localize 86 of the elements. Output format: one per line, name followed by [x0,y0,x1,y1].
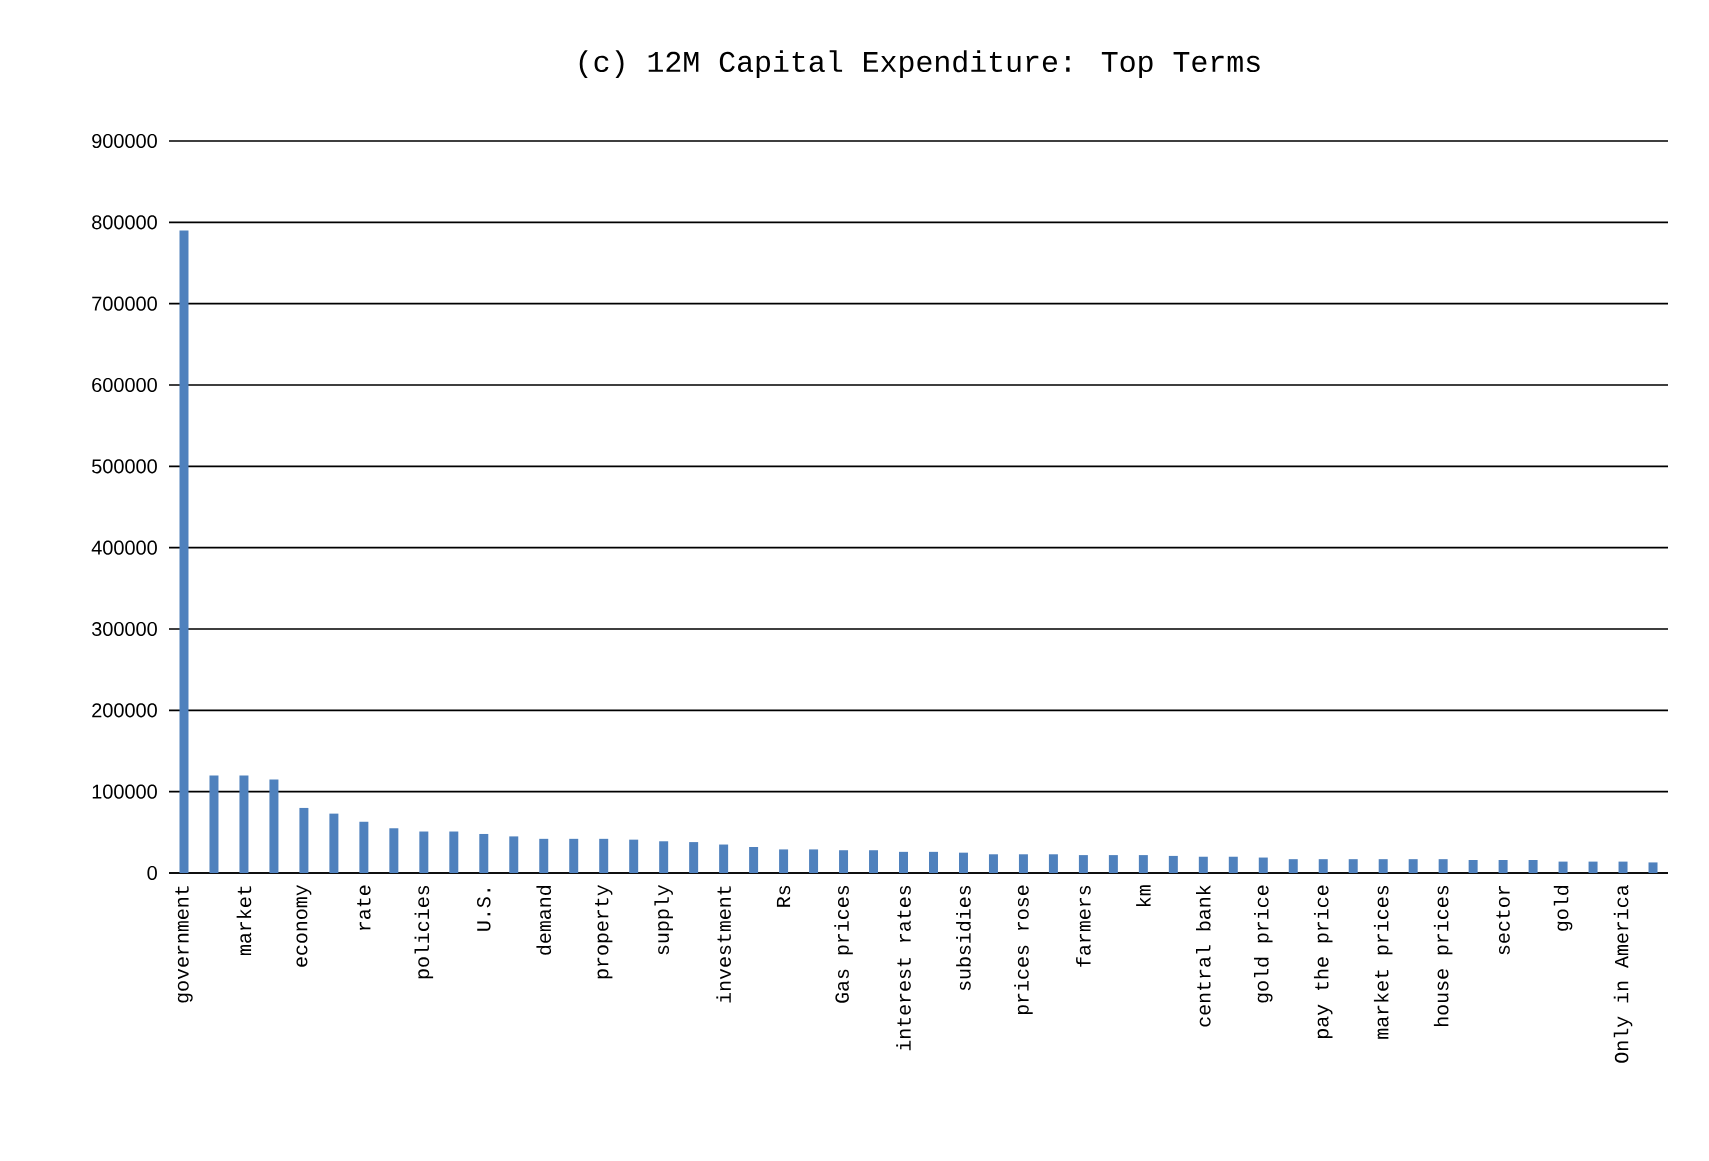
x-tick-label: market prices [1373,885,1393,1039]
bar [1468,859,1478,873]
bar [1228,856,1238,873]
x-tick-label: sector [1496,886,1510,955]
bar [899,851,909,873]
x-tick-label: gold [1553,886,1573,931]
bar [1018,854,1028,873]
bar [1078,855,1088,873]
x-tick-label: demand [536,886,552,955]
x-tick-label: market [236,886,252,956]
bar [659,841,669,873]
x-tick-label: subsidies [956,885,971,991]
x-tick-label: economy [296,884,312,967]
x-tick-label: gold price [1253,885,1273,1003]
bar [209,775,219,873]
bar [1108,855,1118,873]
bar [1648,862,1658,873]
bar [869,850,879,873]
bar [479,833,489,873]
bar [689,842,699,873]
bar [179,230,189,873]
x-tick-label: Only in America [1613,885,1633,1063]
bar [419,831,429,873]
x-tick-label: prices rose [1014,885,1033,1015]
x-tick-label: government [175,886,193,1003]
bar [1378,859,1388,873]
y-tick-label: 900000 [92,133,157,149]
bar [719,844,729,873]
bar [1558,861,1568,873]
bar [539,838,549,873]
bar [1138,855,1148,873]
bar [629,839,639,873]
x-tick-label: Rs [776,885,791,907]
bar [359,821,369,873]
bar [1258,857,1268,873]
bar [1168,855,1178,873]
bar [1198,856,1208,873]
x-tick-label: rate [357,885,371,930]
x-tick-label: U.S. [477,889,491,931]
bar [239,775,249,873]
bar [1438,859,1448,873]
x-tick-label: central bank [1196,885,1211,1027]
y-tick-label: 200000 [92,703,157,718]
bar [1588,861,1598,873]
bar [299,807,309,873]
bar [509,836,519,873]
x-tick-label: policies [414,885,434,979]
x-tick-label: investment [716,886,731,1003]
bar [1528,859,1538,873]
y-tick-label: 300000 [91,621,157,637]
bar [839,850,849,873]
bar [809,849,819,873]
x-tick-label: Gas prices [834,885,853,1003]
bar [1618,861,1628,873]
bar [779,849,789,873]
y-tick-label: 700000 [92,296,157,311]
bar [389,828,399,873]
x-tick-label: km [1136,885,1151,906]
bar [1288,859,1298,873]
bar [988,854,998,873]
bar [749,846,759,873]
y-tick-label: 800000 [92,215,157,230]
bar [1408,859,1418,873]
bar [958,852,968,873]
x-tick-label: interest rates [896,885,911,1051]
x-tick-label: house prices [1433,885,1453,1026]
y-tick-label: 0 [147,865,157,881]
x-tick-label: supply [654,884,673,955]
bar [569,838,579,873]
bar [269,779,279,873]
x-tick-label: farmers [1076,885,1091,967]
bar [1318,859,1328,873]
bar [929,851,938,873]
bar [599,838,609,873]
y-tick-label: 600000 [92,377,157,393]
x-tick-label: pay the price [1313,885,1333,1038]
bar [329,813,339,873]
x-tick-label: property [595,884,613,979]
bar [1348,859,1358,873]
bar [1498,859,1508,873]
y-tick-label: 100000 [92,784,157,799]
chart-title: (c) 12M Capital Expenditure: Top Terms [579,50,1260,78]
y-tick-label: 500000 [92,459,157,474]
y-tick-label: 400000 [91,540,157,555]
bar [1048,854,1058,873]
bar [449,831,459,873]
